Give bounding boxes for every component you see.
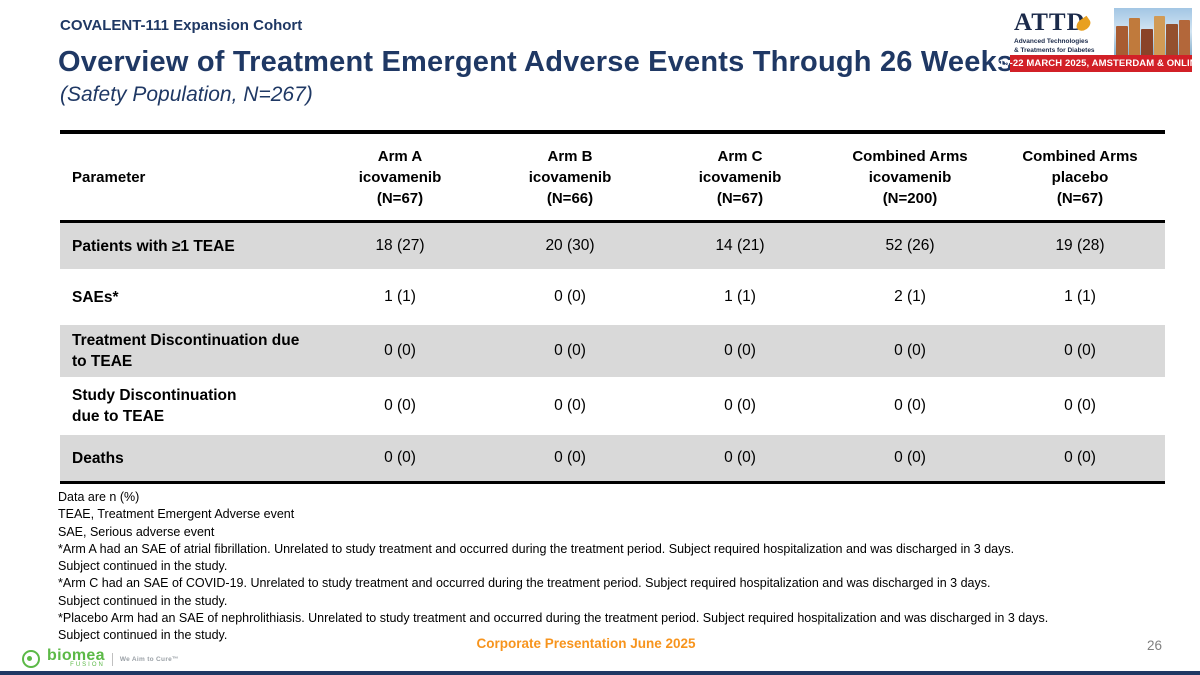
cell-value: 0 (0): [894, 397, 926, 414]
slide-subtitle: (Safety Population, N=267): [60, 83, 313, 106]
cell-value: 0 (0): [554, 342, 586, 359]
footnote-line: SAE, Serious adverse event: [58, 524, 215, 539]
table-header-row: Parameter Arm A icovamenib (N=67) Arm B …: [60, 134, 1165, 223]
biomea-brand-text: biomea: [47, 647, 105, 664]
table-row-saes: SAEs* 1 (1) 0 (0) 1 (1) 2 (1) 1 (1): [60, 272, 1165, 325]
row-label: SAEs*: [72, 288, 119, 306]
cell-value: 0 (0): [384, 397, 416, 414]
row-label: Treatment Discontinuation due to TEAE: [72, 332, 300, 370]
cell-value: 0 (0): [724, 342, 756, 359]
row-label: Deaths: [72, 449, 124, 467]
cell-value: 20 (30): [545, 237, 595, 254]
cell-value: 0 (0): [554, 449, 586, 466]
slide-title: Overview of Treatment Emergent Adverse E…: [58, 46, 1014, 78]
table-row-treatment-discontinuation: Treatment Discontinuation due to TEAE 0 …: [60, 325, 1165, 380]
cell-value: 0 (0): [1064, 449, 1096, 466]
cell-value: 52 (26): [885, 237, 935, 254]
table-row-study-discontinuation: Study Discontinuation due to TEAE 0 (0) …: [60, 380, 1165, 435]
cohort-eyebrow: COVALENT-111 Expansion Cohort: [60, 17, 303, 34]
cell-value: 0 (0): [384, 342, 416, 359]
biomea-division-text: FUSION: [70, 662, 105, 668]
cell-value: 0 (0): [894, 342, 926, 359]
biomea-wordmark: biomea FUSION: [47, 647, 105, 669]
amsterdam-cityscape-image: [1114, 8, 1192, 55]
biomea-fusion-logo: biomea FUSION We Aim to Cure™: [22, 647, 179, 669]
footnote-line: Subject continued in the study.: [58, 559, 228, 574]
footer-presentation-label: Corporate Presentation June 2025: [476, 636, 696, 651]
page-number: 26: [1146, 638, 1162, 653]
column-header-combined-placebo: Combined Arms placebo (N=67): [1022, 147, 1138, 207]
cell-value: 0 (0): [554, 397, 586, 414]
table-row-teae: Patients with ≥1 TEAE 18 (27) 20 (30) 14…: [60, 223, 1165, 272]
cell-value: 0 (0): [554, 288, 586, 305]
cell-value: 19 (28): [1055, 237, 1105, 254]
footnote-line: Subject continued in the study.: [58, 628, 228, 643]
adverse-events-table: Parameter Arm A icovamenib (N=67) Arm B …: [60, 130, 1165, 484]
cell-value: 0 (0): [724, 449, 756, 466]
cell-value: 0 (0): [894, 449, 926, 466]
cell-value: 0 (0): [724, 397, 756, 414]
cell-value: 1 (1): [724, 288, 756, 305]
column-header-arm-b: Arm B icovamenib (N=66): [528, 147, 612, 207]
footnote-line: Data are n (%): [58, 490, 140, 504]
column-header-combined-icovamenib: Combined Arms icovamenib (N=200): [852, 147, 968, 207]
cell-value: 14 (21): [715, 237, 765, 254]
logo-divider: [111, 652, 113, 666]
cell-value: 18 (27): [375, 237, 425, 254]
attd-logo: ATTD Advanced Technologies & Treatments …: [999, 8, 1200, 72]
cell-value: 0 (0): [1064, 397, 1096, 414]
cell-value: 2 (1): [894, 288, 926, 305]
footnote-line: TEAE, Treatment Emergent Adverse event: [58, 507, 295, 522]
biomea-tagline: We Aim to Cure™: [119, 655, 179, 663]
bottom-accent-bar: [0, 671, 1200, 675]
cell-value: 0 (0): [384, 449, 416, 466]
cell-value: 1 (1): [384, 288, 416, 305]
cell-value: 1 (1): [1064, 288, 1096, 305]
biomea-circle-icon: [22, 650, 40, 668]
footnote-line: *Arm C had an SAE of COVID-19. Unrelated…: [58, 576, 991, 591]
attd-tagline: Advanced Technologies & Treatments for D…: [1014, 38, 1095, 54]
cell-value: 0 (0): [1064, 342, 1096, 359]
row-label: Study Discontinuation due to TEAE: [72, 387, 237, 425]
attd-logo-top: ATTD Advanced Technologies & Treatments …: [1010, 8, 1192, 55]
table-row-deaths: Deaths 0 (0) 0 (0) 0 (0) 0 (0) 0 (0): [60, 435, 1165, 481]
footnote-line: Subject continued in the study.: [58, 593, 228, 608]
column-header-arm-c: Arm C icovamenib (N=67): [698, 147, 782, 207]
row-label: Patients with ≥1 TEAE: [72, 237, 235, 255]
footnote-line: *Placebo Arm had an SAE of nephrolithias…: [58, 611, 1049, 626]
footnote-line: *Arm A had an SAE of atrial fibrillation…: [58, 541, 1015, 556]
attd-wordmark-block: ATTD Advanced Technologies & Treatments …: [1010, 8, 1114, 55]
footnotes: Data are n (%) TEAE, Treatment Emergent …: [58, 489, 1183, 645]
column-header-arm-a: Arm A icovamenib (N=67): [358, 147, 442, 207]
column-header-parameter: Parameter: [72, 168, 146, 186]
attd-wordmark: ATTD: [1014, 9, 1085, 36]
attd-date-banner: 19-22 MARCH 2025, AMSTERDAM & ONLINE: [999, 55, 1200, 72]
